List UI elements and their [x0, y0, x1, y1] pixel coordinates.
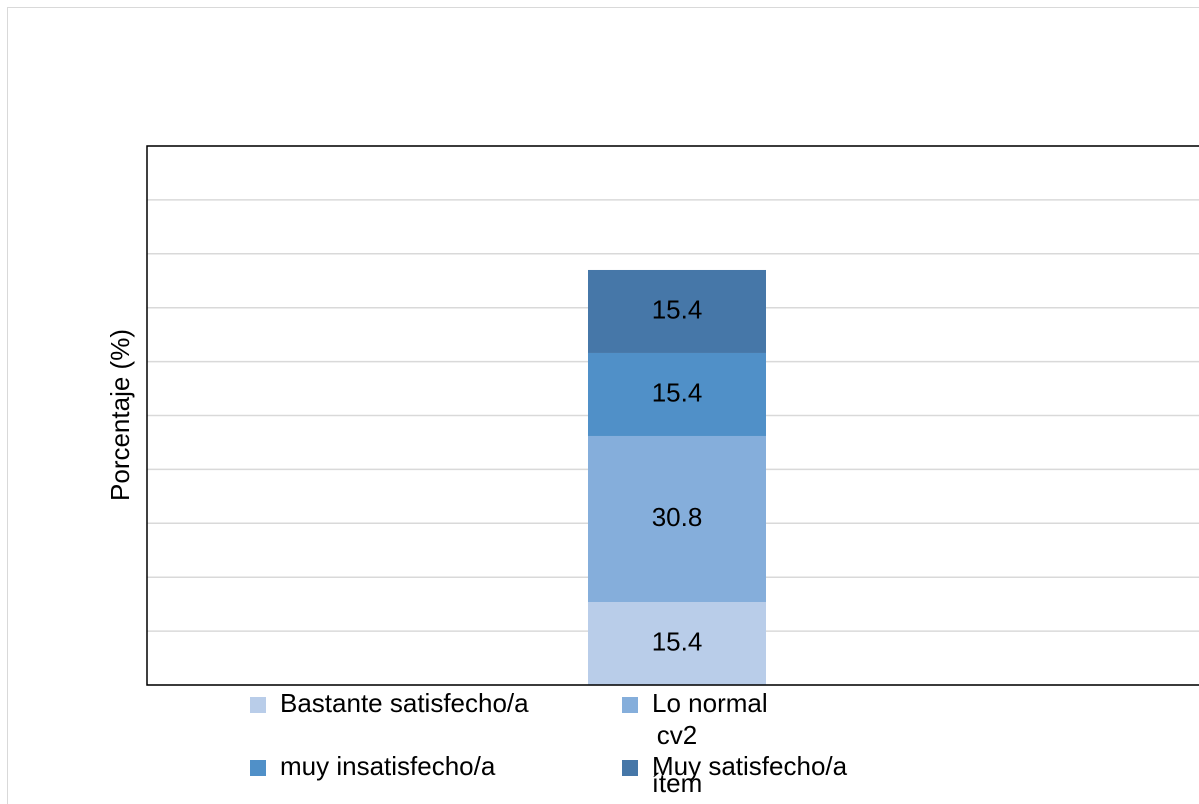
x-axis-label: ítem	[652, 768, 703, 798]
plot-border	[146, 145, 1199, 686]
legend-swatch	[250, 697, 266, 713]
legend-label: Muy satisfecho/a	[652, 751, 848, 781]
bar-segment	[588, 269, 766, 353]
legend-swatch	[622, 697, 638, 713]
bar-segment	[588, 435, 766, 602]
data-label: 15.4	[652, 377, 703, 407]
legend-swatch	[250, 760, 266, 776]
y-axis-label: Porcentaje (%)	[105, 329, 135, 501]
data-label: 15.4	[652, 294, 703, 324]
legend-label: Lo normal	[652, 688, 768, 718]
legend-label: muy insatisfecho/a	[280, 751, 496, 781]
chart-border	[7, 7, 1199, 804]
bar-segment	[588, 352, 766, 436]
x-tick-label: cv2	[657, 720, 697, 750]
legend-swatch	[622, 760, 638, 776]
data-label: 15.4	[652, 626, 703, 656]
data-label: 30.8	[652, 502, 703, 532]
legend-label: Bastante satisfecho/a	[280, 688, 529, 718]
bar-segment	[588, 601, 766, 685]
